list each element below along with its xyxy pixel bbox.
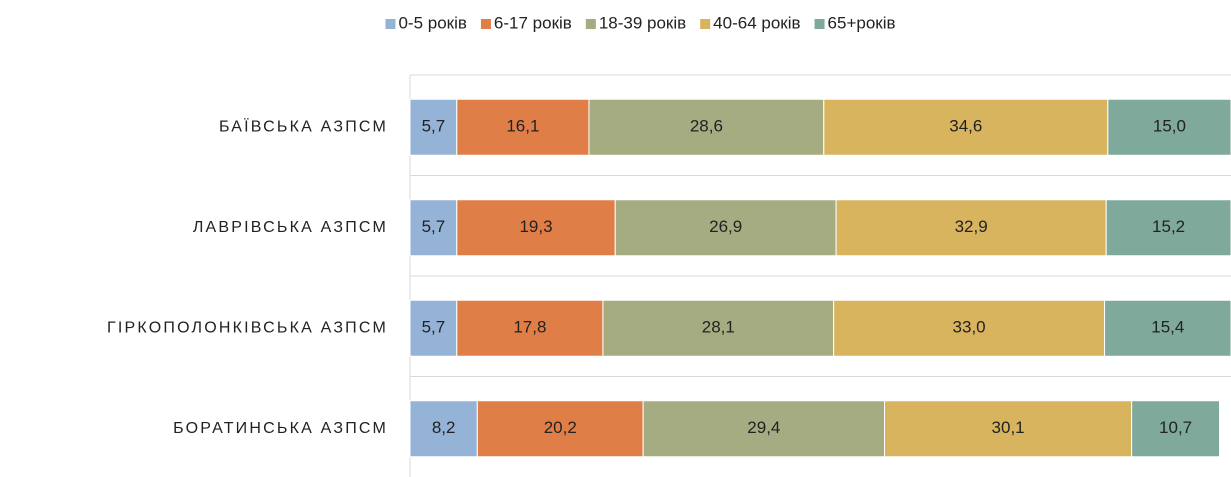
bar-segment xyxy=(823,98,1109,156)
bar-segment xyxy=(1104,299,1231,357)
data-label: 5,7 xyxy=(422,318,446,337)
data-label: 29,4 xyxy=(747,418,780,437)
data-label: 26,9 xyxy=(709,217,742,236)
data-label: 33,0 xyxy=(953,318,986,337)
data-label: 28,6 xyxy=(690,117,723,136)
data-label: 5,7 xyxy=(422,217,446,236)
y-tick-label: ЛАВРІВСЬКА АЗПСМ xyxy=(193,219,388,236)
bar-segment xyxy=(409,98,458,156)
bar-segment xyxy=(409,400,478,458)
data-label: 15,0 xyxy=(1153,117,1186,136)
legend-label: 0-5 років xyxy=(398,13,466,32)
data-label: 34,6 xyxy=(949,117,982,136)
bar-segment xyxy=(884,400,1133,458)
legend-swatch xyxy=(385,19,396,29)
data-label: 15,4 xyxy=(1151,318,1184,337)
y-tick-label: БОРАТИНСЬКА АЗПСМ xyxy=(173,420,388,437)
legend-swatch xyxy=(585,19,596,29)
bar-segment xyxy=(476,400,644,458)
y-tick-label: БАЇВСЬКА АЗПСМ xyxy=(219,117,388,135)
bar-segment xyxy=(456,299,604,357)
data-label: 28,1 xyxy=(702,318,735,337)
bar-segment xyxy=(833,299,1106,357)
legend-label: 6-17 років xyxy=(494,13,572,32)
bar-segment xyxy=(1107,98,1231,156)
data-label: 5,7 xyxy=(422,117,446,136)
bar-segment xyxy=(642,400,886,458)
legend-swatch xyxy=(814,19,825,29)
data-label: 17,8 xyxy=(513,318,546,337)
data-label: 10,7 xyxy=(1159,418,1192,437)
data-label: 19,3 xyxy=(519,217,552,236)
data-label: 30,1 xyxy=(992,418,1025,437)
legend-swatch xyxy=(480,19,491,29)
data-label: 16,1 xyxy=(506,117,539,136)
bar-segment xyxy=(456,98,590,156)
legend-label: 40-64 років xyxy=(713,13,800,32)
legend-swatch xyxy=(700,19,711,29)
bar-segment xyxy=(1105,199,1231,257)
data-label: 8,2 xyxy=(432,418,456,437)
bar-segment xyxy=(588,98,825,156)
data-label: 32,9 xyxy=(955,217,988,236)
data-label: 15,2 xyxy=(1152,217,1185,236)
bar-segment xyxy=(835,199,1107,257)
bar-segment xyxy=(409,299,458,357)
legend-label: 65+років xyxy=(828,13,896,32)
bar-segment xyxy=(1131,400,1221,458)
y-tick-label: ГІРКОПОЛОНКІВСЬКА АЗПСМ xyxy=(107,319,388,336)
data-label: 20,2 xyxy=(544,418,577,437)
bar-segment xyxy=(456,199,616,257)
legend-label: 18-39 років xyxy=(599,13,686,32)
